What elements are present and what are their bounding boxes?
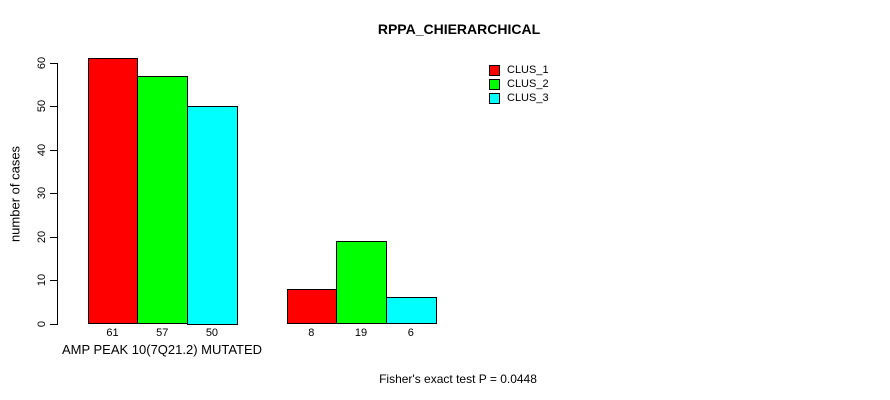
bar-value-label: 57 xyxy=(156,326,169,339)
y-axis-tick-label: 30 xyxy=(36,186,48,200)
bar-value-label: 6 xyxy=(407,326,414,339)
chart-title: RPPA_CHIERARCHICAL xyxy=(377,21,541,37)
y-axis-tick-label: 0 xyxy=(36,320,48,327)
y-axis-tick xyxy=(50,62,57,64)
y-axis-tick-label: 10 xyxy=(36,273,48,287)
x-axis-label: AMP PEAK 10(7Q21.2) MUTATED xyxy=(61,342,263,357)
legend-swatch xyxy=(489,93,500,104)
bar-value-label: 50 xyxy=(205,326,219,339)
legend-label: CLUS_1 xyxy=(507,64,549,76)
y-axis-tick-label: 40 xyxy=(36,143,48,156)
bar xyxy=(286,288,338,325)
bar xyxy=(187,106,238,325)
y-axis-tick xyxy=(50,280,57,281)
bar-value-label: 8 xyxy=(308,326,315,339)
bar xyxy=(87,58,139,325)
bar-value-label: 61 xyxy=(106,326,119,339)
bar xyxy=(336,240,387,325)
legend-swatch xyxy=(489,65,500,76)
y-axis-tick-label: 20 xyxy=(36,230,48,243)
legend-item: CLUS_3 xyxy=(489,93,549,104)
y-axis-tick xyxy=(50,323,57,325)
y-axis-tick-label: 50 xyxy=(36,99,48,113)
legend-label: CLUS_2 xyxy=(507,78,549,90)
y-axis-tick xyxy=(50,236,57,238)
legend-item: CLUS_2 xyxy=(489,79,549,90)
y-axis-line xyxy=(57,62,58,325)
legend-swatch xyxy=(489,79,500,90)
y-axis-tick xyxy=(50,193,57,194)
y-axis-tick xyxy=(50,149,57,151)
legend-label: CLUS_3 xyxy=(507,92,549,104)
fisher-test-annotation: Fisher's exact test P = 0.0448 xyxy=(379,372,537,386)
bar-value-label: 19 xyxy=(354,326,368,339)
bar xyxy=(137,75,189,325)
bar xyxy=(385,297,437,325)
legend-item: CLUS_1 xyxy=(489,65,549,76)
legend: CLUS_1 CLUS_2 CLUS_3 xyxy=(489,65,549,107)
y-axis-tick-label: 60 xyxy=(36,56,48,69)
y-axis-tick xyxy=(50,106,57,107)
y-axis-label: number of cases xyxy=(7,145,23,243)
